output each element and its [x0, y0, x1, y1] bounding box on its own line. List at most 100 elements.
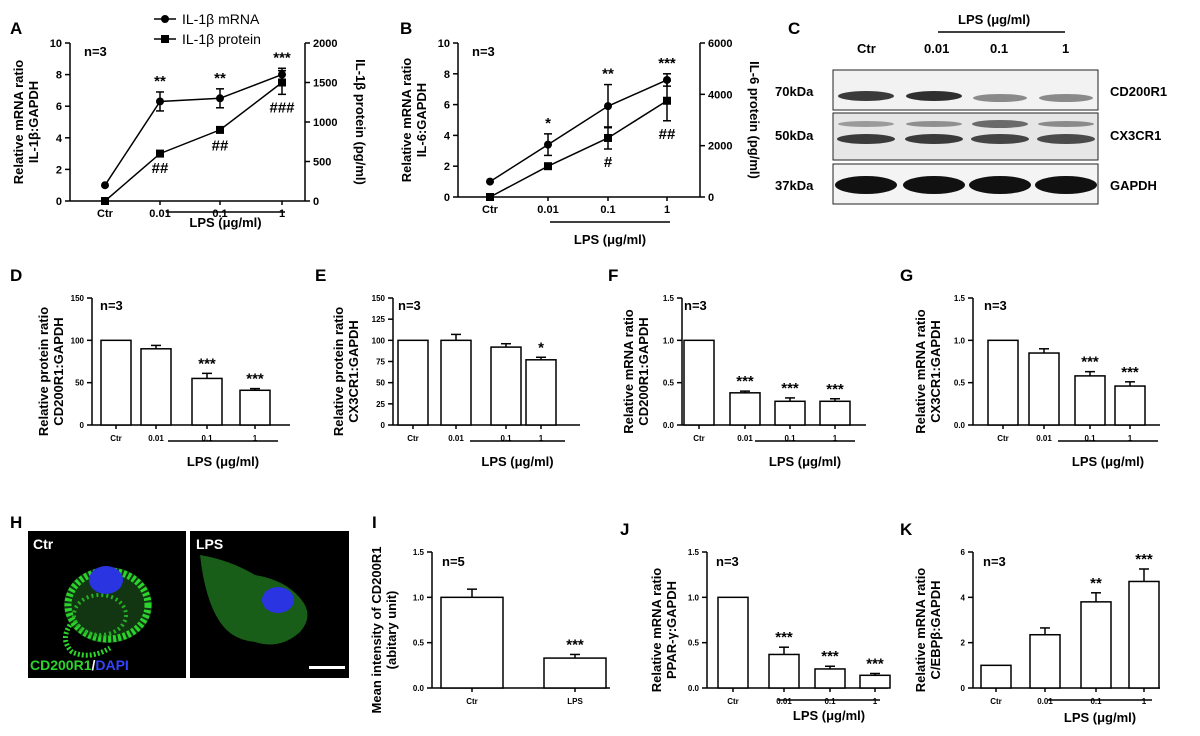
y-tick-label: 8: [56, 70, 62, 82]
n-label: n=3: [716, 554, 739, 569]
y2-axis-label: IL-6 protein (pg/ml): [747, 61, 762, 179]
n-label: n=3: [472, 44, 495, 59]
bar: [1074, 375, 1106, 426]
x-tick-label: 0.01: [737, 434, 753, 443]
legend-marker: [161, 15, 169, 23]
legend-label: IL-1β mRNA: [182, 11, 260, 27]
blot-band: [971, 134, 1029, 144]
series-line: [104, 81, 283, 202]
y-tick-label: 6: [961, 548, 966, 557]
y-axis-label: Relative mRNA ratioCD200R1:GAPDH: [621, 309, 651, 434]
data-point: [156, 97, 164, 106]
y-axis-label: Mean intensity of CD200R1(abitary unit): [369, 547, 399, 714]
y2-tick-label: 2000: [708, 141, 732, 153]
x-tick-label: 0.01: [448, 434, 464, 443]
data-point: [101, 181, 109, 190]
blot-band: [1035, 176, 1097, 194]
bar: [239, 389, 271, 426]
blot-band: [969, 176, 1031, 194]
data-point: [604, 102, 612, 111]
x-axis-label: LPS (μg/ml): [481, 454, 553, 469]
y-tick-label: 150: [372, 294, 386, 303]
blot-lane-01: 0.1: [990, 41, 1008, 56]
y-tick-label: 1.0: [413, 593, 425, 602]
blot-protein-cx3cr1: CX3CR1: [1110, 128, 1161, 143]
y-axis-label-line: C/EBPβ:GAPDH: [928, 581, 943, 680]
panel-label-g: G: [900, 266, 913, 285]
y-tick-label: 4: [444, 130, 451, 142]
series-line: [104, 73, 283, 186]
stain-cd200r1: CD200R1: [30, 657, 92, 673]
bar: [1080, 601, 1112, 689]
x-tick-label: 0.01: [776, 697, 792, 706]
blot-header: LPS (μg/ml): [958, 12, 1030, 27]
chart-k-cebpb: 0 2 4 6 Ctr 0.01 0.1 ** 1 *** n=3 Relative mRNA rat…: [913, 548, 1160, 725]
y-tick-label: 6: [56, 101, 62, 113]
y-tick-label: 0.0: [663, 421, 675, 430]
y-axis-label-line: CX3CR1:GAPDH: [928, 320, 943, 423]
x-tick-label: 0.1: [201, 434, 213, 443]
x-tick-label: 1: [833, 434, 838, 443]
microscopy-panel: Ctr CD200R1/DAPI LPS: [28, 531, 349, 678]
y-tick-label: 0.5: [954, 379, 966, 388]
y-tick-label: 10: [50, 38, 62, 50]
y-axis-label-line: Mean intensity of CD200R1: [369, 547, 384, 714]
bar: [1114, 385, 1146, 426]
blot-band: [835, 176, 897, 194]
x-tick-label: 1: [1128, 434, 1133, 443]
significance-label: ***: [658, 55, 676, 72]
stain-separator: /: [91, 657, 95, 673]
blot-band: [838, 121, 894, 127]
blot-band: [906, 121, 962, 127]
y-tick-label: 0: [56, 196, 62, 208]
y-axis-label-line: IL-1β:GAPDH: [26, 81, 41, 163]
y-tick-label: 1.5: [663, 294, 675, 303]
blot-protein-gapdh: GAPDH: [1110, 178, 1157, 193]
blot-band: [837, 134, 895, 144]
western-blot: LPS (μg/ml) Ctr 0.01 0.1 1 70kDa CD200R1…: [775, 12, 1167, 205]
micro-lps-cell: [200, 555, 308, 645]
blot-protein-cd200r1: CD200R1: [1110, 84, 1167, 99]
x-axis-label: LPS (μg/ml): [189, 215, 261, 230]
significance-label: *: [545, 115, 551, 132]
y-tick-label: 150: [71, 294, 85, 303]
legend-marker: [161, 35, 169, 43]
chart-i-intensity: 0.0 0.5 1.0 1.5 Ctr LPS *** n=5 Mean intensity o…: [369, 547, 610, 714]
series-line: [489, 79, 668, 183]
panel-label-b: B: [400, 19, 412, 38]
significance-label: *: [538, 339, 544, 356]
data-point: [216, 125, 224, 134]
data-point: [544, 140, 552, 149]
chart-g-cx3cr1-mrna: 0.0 0.5 1.0 1.5 Ctr 0.01 0.1 *** 1 *** n=3 Relative…: [913, 294, 1160, 469]
blot-band: [903, 176, 965, 194]
panel-label-k: K: [900, 520, 913, 539]
bar: [490, 346, 522, 426]
y-tick-label: 1.5: [954, 294, 966, 303]
panel-label-f: F: [608, 266, 618, 285]
y-axis-label-line: Relative mRNA ratio: [649, 568, 664, 693]
y-axis-label-line: CD200R1:GAPDH: [51, 317, 66, 425]
micro-lps-label: LPS: [196, 536, 223, 552]
panel-label-i: I: [372, 513, 377, 532]
significance-label: ***: [736, 373, 754, 390]
y-tick-label: 50: [75, 379, 84, 388]
blot-lane-1: 1: [1062, 41, 1069, 56]
bar: [859, 674, 891, 689]
significance-label: ##: [212, 137, 229, 154]
bar: [1028, 352, 1060, 426]
x-axis-label: LPS (μg/ml): [1072, 454, 1144, 469]
y2-tick-label: 0: [708, 192, 714, 204]
significance-label: **: [602, 66, 614, 83]
y2-tick-label: 6000: [708, 38, 732, 50]
y-axis-label: Relative mRNA ratioC/EBPβ:GAPDH: [913, 568, 943, 693]
blot-band: [906, 91, 962, 101]
blot-band: [905, 134, 963, 144]
significance-label: **: [214, 70, 226, 87]
micro-ctr-cell: [63, 566, 152, 658]
y-axis-label: Relative mRNA ratioCX3CR1:GAPDH: [913, 309, 943, 434]
x-tick-label: 0.1: [784, 434, 796, 443]
data-point: [604, 133, 612, 142]
panel-label-c: C: [788, 19, 800, 38]
n-label: n=5: [442, 554, 465, 569]
